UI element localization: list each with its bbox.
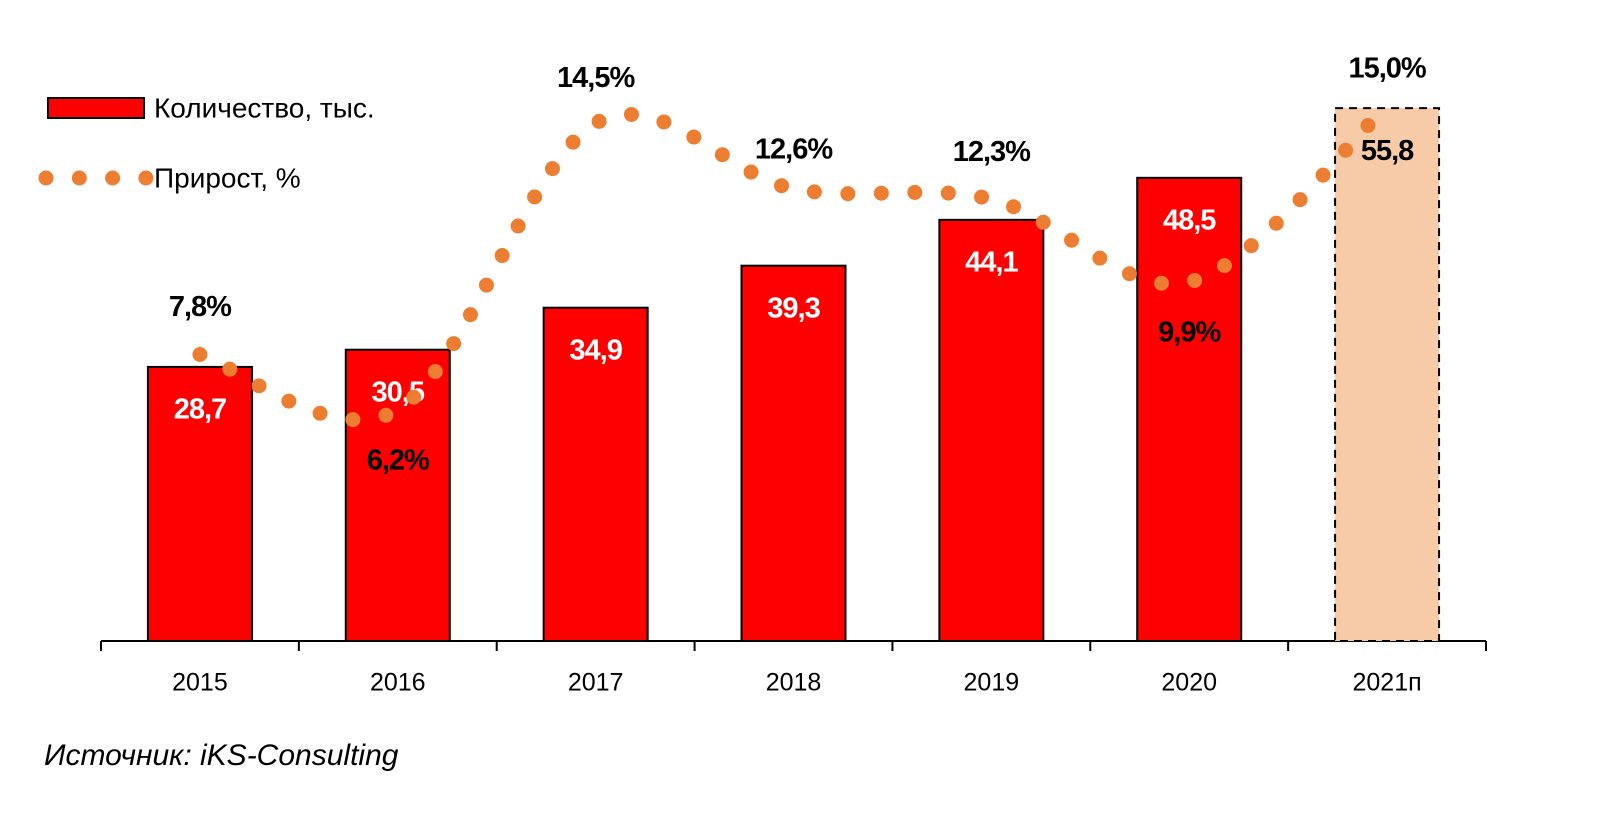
bar-value-label: 34,9 bbox=[569, 334, 622, 366]
legend-label: Прирост, % bbox=[154, 162, 301, 193]
bar bbox=[146, 365, 253, 642]
bar-value-label: 48,5 bbox=[1163, 204, 1216, 236]
bar-value-label: 44,1 bbox=[965, 247, 1018, 279]
line-value-label: 9,9% bbox=[1158, 317, 1221, 349]
x-tick-label: 2021п bbox=[1352, 669, 1421, 697]
x-tick-label: 2019 bbox=[964, 669, 1020, 697]
x-tick-label: 2018 bbox=[766, 669, 822, 697]
bar-value-label: 39,3 bbox=[767, 292, 820, 324]
line-value-label: 12,6% bbox=[755, 133, 833, 165]
bar bbox=[1334, 107, 1441, 643]
line-value-label: 6,2% bbox=[367, 444, 430, 476]
bar bbox=[542, 306, 649, 642]
bar bbox=[344, 348, 451, 642]
legend-label: Количество, тыс. bbox=[154, 92, 375, 123]
x-tick-label: 2016 bbox=[370, 669, 426, 697]
bar bbox=[740, 264, 847, 642]
growth-line bbox=[192, 98, 1395, 428]
bar bbox=[1136, 176, 1243, 642]
line-value-label: 15,0% bbox=[1348, 53, 1426, 85]
legend-swatch bbox=[47, 97, 145, 119]
x-tick-label: 2017 bbox=[568, 669, 624, 697]
bar-value-label: 28,7 bbox=[174, 394, 226, 426]
x-tick-label: 2020 bbox=[1161, 669, 1217, 697]
bar-value-label: 55,8 bbox=[1361, 135, 1414, 167]
source: Источник: iKS-Consulting bbox=[44, 739, 399, 772]
line-value-label: 12,3% bbox=[953, 136, 1031, 168]
x-tick-label: 2015 bbox=[172, 669, 228, 697]
line-value-label: 14,5% bbox=[557, 62, 635, 94]
bar bbox=[938, 218, 1045, 642]
line-value-label: 7,8% bbox=[169, 291, 232, 323]
